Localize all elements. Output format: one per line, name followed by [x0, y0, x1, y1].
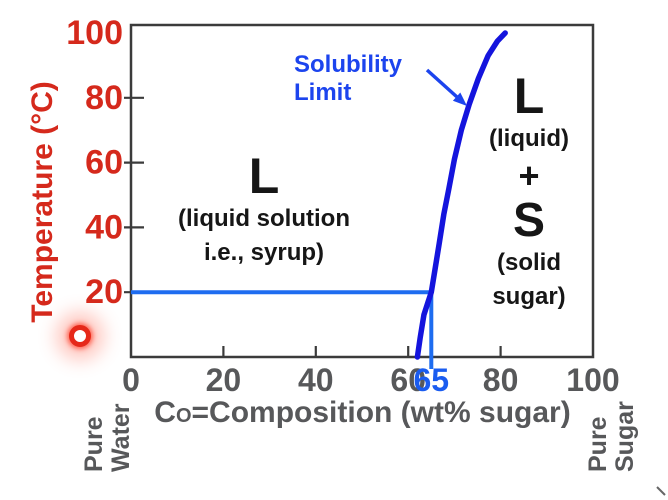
pure-sugar-line1: Pure [584, 416, 612, 472]
x-tick-label: 0 [122, 362, 140, 398]
solubility-limit-line1: Solubility [294, 51, 402, 78]
y-tick-label: 80 [85, 79, 123, 117]
pure-water-line2: Water [107, 403, 135, 472]
x-axis-title-text: =Composition (wt% sugar) [191, 396, 571, 429]
plot-border [129, 23, 595, 359]
y-axis-title: Temperature (°C) [26, 81, 59, 323]
x-axis-subscript: O [175, 405, 192, 427]
corner-mark [656, 486, 666, 496]
phase-symbol-L2: L [513, 68, 545, 124]
pure-water-line1: Pure [80, 416, 108, 472]
annotation-arrow-head [452, 92, 467, 106]
x-tick-label: 60 [390, 362, 426, 398]
highlight-composition-label: 65 [414, 362, 450, 398]
solid-desc-line1: (solid [497, 249, 561, 276]
plus-sign: + [518, 155, 540, 196]
region-liquid-plus-solid: L (liquid) + S (solid sugar) [464, 70, 594, 314]
laser-pointer-dot [69, 325, 91, 347]
solubility-curve [414, 30, 508, 360]
x-axis-symbol: C [154, 396, 176, 429]
y-tick-label: 60 [85, 144, 123, 182]
syrup-desc-line2: i.e., syrup) [203, 239, 325, 266]
phase-symbol-S: S [512, 194, 545, 247]
x-tick-label: 100 [566, 362, 619, 398]
x-tick-label: 20 [206, 362, 242, 398]
annotation-arrow-shaft [425, 68, 459, 99]
pure-water-label: Pure Water [80, 376, 135, 472]
liquid-desc: (liquid) [489, 125, 569, 152]
region-liquid-syrup: L (liquid solution i.e., syrup) [148, 150, 380, 270]
syrup-desc-line1: (liquid solution [178, 205, 350, 232]
x-tick-label: 40 [298, 362, 334, 398]
x-axis-title: C O =Composition (wt% sugar) [130, 396, 595, 430]
y-tick-label: 100 [66, 14, 123, 52]
y-tick-label: 20 [85, 273, 123, 311]
pure-sugar-line2: Sugar [611, 401, 639, 472]
solid-desc-line2: sugar) [492, 283, 566, 310]
solubility-limit-line2: Limit [294, 79, 352, 106]
pure-sugar-label: Pure Sugar [584, 376, 639, 472]
x-tick-label: 80 [483, 362, 519, 398]
phase-symbol-L: L [248, 148, 280, 204]
y-tick-label: 40 [85, 208, 123, 246]
solubility-limit-annotation: Solubility Limit [294, 51, 402, 107]
